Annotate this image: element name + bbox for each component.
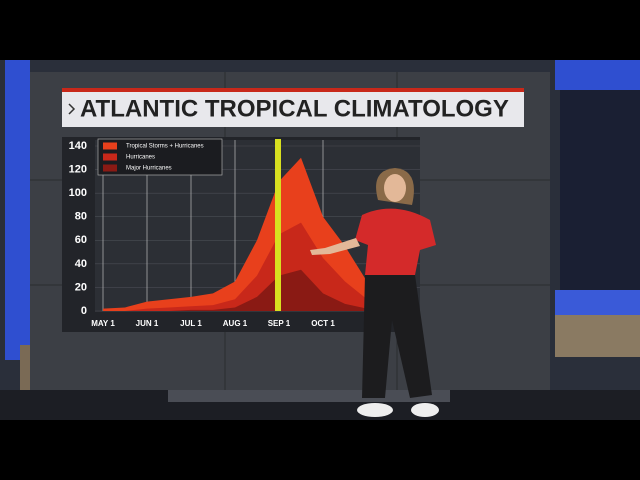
area	[103, 269, 411, 311]
blue-panel	[555, 60, 640, 90]
presenter	[310, 168, 439, 417]
title-bar	[62, 92, 524, 127]
legend-items: Tropical Storms + Hurricanes Hurricanes Ma…	[103, 142, 204, 172]
legend-label: Hurricanes	[126, 155, 155, 161]
blue-panel	[5, 60, 30, 360]
y-tick-label: 120	[69, 163, 87, 175]
pants	[362, 275, 432, 398]
x-tick-label: JUL 1	[180, 319, 202, 328]
legend-swatch	[103, 164, 117, 172]
area	[103, 222, 411, 311]
legend	[97, 138, 223, 176]
y-tick-label: 80	[75, 211, 87, 223]
x-tick-label: AUG 1	[223, 319, 248, 328]
shoe	[411, 403, 439, 417]
y-tick-label: 60	[75, 234, 87, 246]
face	[384, 174, 406, 202]
y-tick-label: 40	[75, 258, 87, 270]
x-tick-label: JUN 1	[136, 319, 159, 328]
chevron-icon	[68, 103, 76, 115]
date-marker	[275, 139, 281, 311]
arm	[310, 238, 360, 255]
chart-title: ATLANTIC TROPICAL CLIMATOLOGY	[80, 95, 509, 122]
blouse	[355, 208, 436, 275]
x-tick-label: SEP 1	[268, 319, 291, 328]
y-tick-label: 20	[75, 281, 87, 293]
x-tick-label: OCT 1	[311, 319, 335, 328]
title-accent	[62, 88, 524, 92]
shoe	[357, 403, 393, 417]
city-window	[560, 90, 640, 290]
legend-swatch	[103, 142, 117, 150]
x-tick-label: MAY 1	[91, 319, 115, 328]
legend-label: Tropical Storms + Hurricanes	[126, 144, 204, 150]
stone-wall	[555, 315, 640, 357]
legend-label: Major Hurricanes	[126, 166, 172, 172]
blue-panel	[555, 290, 640, 315]
y-tick-label: 100	[69, 187, 87, 199]
y-tick-label: 140	[69, 140, 87, 152]
legend-swatch	[103, 153, 117, 161]
y-tick-label: 0	[81, 305, 87, 317]
plot: 0 20 40 60 80 100 120 140 MAY 1 JUN 1 JUL 1 AUG 1 SE…	[69, 140, 420, 328]
